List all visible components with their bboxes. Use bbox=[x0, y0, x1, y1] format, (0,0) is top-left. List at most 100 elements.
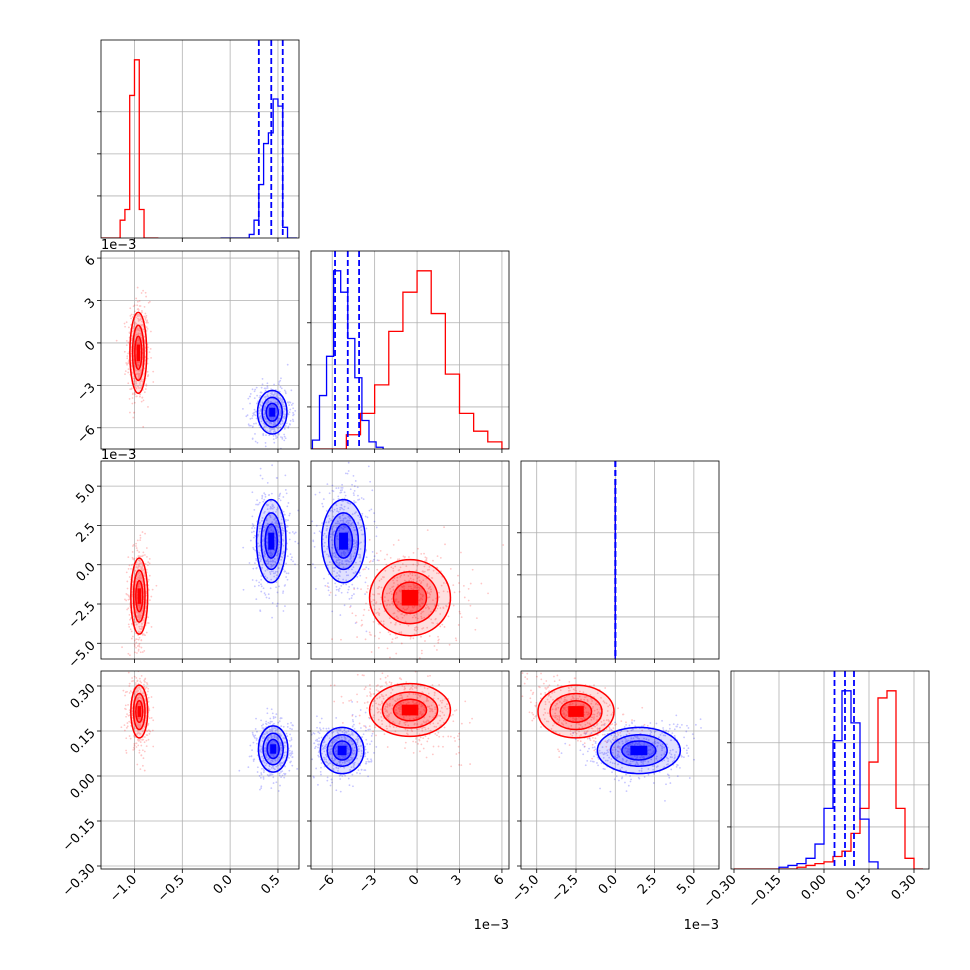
scatter-point bbox=[420, 617, 423, 620]
scatter-point bbox=[136, 738, 139, 741]
scatter-point bbox=[460, 616, 463, 619]
scatter-point bbox=[265, 753, 267, 755]
scatter-point bbox=[346, 472, 349, 475]
scatter-point bbox=[268, 768, 271, 771]
scatter-point bbox=[281, 527, 284, 530]
scatter-point bbox=[265, 741, 268, 744]
scatter-point bbox=[127, 362, 130, 365]
scatter-point bbox=[144, 532, 146, 535]
scatter-point bbox=[380, 719, 383, 722]
scatter-point bbox=[318, 491, 321, 494]
scatter-point bbox=[292, 414, 294, 417]
scatter-point bbox=[264, 418, 267, 420]
scatter-point bbox=[136, 724, 139, 727]
scatter-point bbox=[145, 709, 148, 711]
x-tick-label: −0.5 bbox=[155, 872, 188, 905]
scatter-point bbox=[279, 748, 282, 751]
scatter-point bbox=[139, 690, 142, 692]
scatter-point bbox=[429, 710, 431, 713]
scatter-point bbox=[138, 696, 141, 699]
scatter-point bbox=[438, 591, 440, 594]
scatter-point bbox=[127, 598, 130, 601]
scatter-point bbox=[328, 561, 331, 563]
scatter-point bbox=[258, 774, 261, 777]
scatter-point bbox=[289, 761, 292, 763]
scatter-point bbox=[291, 752, 294, 755]
scatter-point bbox=[141, 309, 143, 312]
scatter-point bbox=[356, 701, 359, 703]
scatter-point bbox=[269, 587, 272, 590]
scatter-point bbox=[120, 726, 123, 729]
scatter-point bbox=[268, 774, 271, 777]
scatter-point bbox=[252, 536, 255, 539]
scatter-point bbox=[391, 641, 393, 644]
scatter-point bbox=[331, 741, 333, 744]
scatter-point bbox=[263, 554, 265, 557]
scatter-point bbox=[394, 699, 396, 702]
scatter-point bbox=[327, 763, 330, 765]
scatter-point bbox=[138, 342, 141, 344]
scatter-point bbox=[142, 738, 145, 741]
scatter-point bbox=[396, 712, 399, 715]
scatter-point bbox=[271, 507, 274, 510]
scatter-point bbox=[129, 628, 132, 631]
scatter-point bbox=[142, 554, 145, 557]
scatter-point bbox=[137, 739, 140, 742]
scatter-point bbox=[152, 745, 155, 748]
scatter-point bbox=[249, 402, 251, 405]
scatter-point bbox=[276, 554, 279, 557]
scatter-point bbox=[374, 700, 376, 702]
scatter-point bbox=[358, 714, 361, 717]
scatter-point bbox=[147, 722, 150, 725]
scatter-point bbox=[280, 387, 283, 390]
scatter-point bbox=[259, 560, 262, 562]
scatter-point bbox=[261, 737, 264, 740]
scatter-point bbox=[353, 540, 355, 543]
scatter-point bbox=[138, 361, 140, 364]
scatter-point bbox=[434, 712, 437, 715]
scatter-point bbox=[339, 570, 341, 573]
scatter-point bbox=[426, 590, 429, 593]
scatter-point bbox=[259, 749, 261, 752]
scatter-point bbox=[439, 625, 442, 628]
scatter-point bbox=[325, 521, 327, 524]
scatter-point bbox=[341, 744, 344, 747]
scatter-point bbox=[261, 566, 264, 569]
scatter-point bbox=[125, 599, 128, 602]
scatter-point bbox=[346, 760, 349, 762]
scatter-point bbox=[254, 549, 257, 552]
scatter-point bbox=[267, 562, 270, 565]
scatter-point bbox=[338, 574, 341, 577]
scatter-point bbox=[321, 745, 324, 747]
scatter-point bbox=[266, 568, 269, 571]
scatter-point bbox=[261, 535, 264, 537]
scatter-point bbox=[278, 381, 281, 383]
scatter-point bbox=[340, 506, 343, 509]
scatter-point bbox=[342, 578, 345, 581]
scatter-point bbox=[291, 531, 294, 533]
scatter-point bbox=[432, 622, 435, 625]
scatter-point bbox=[138, 703, 141, 706]
scatter-point bbox=[339, 489, 342, 492]
scatter-point bbox=[379, 708, 382, 711]
scatter-point bbox=[432, 697, 435, 700]
scatter-point bbox=[352, 539, 355, 541]
scatter-point bbox=[340, 486, 343, 489]
scatter-point bbox=[132, 305, 135, 308]
scatter-point bbox=[395, 709, 397, 711]
scatter-point bbox=[140, 318, 142, 321]
scatter-point bbox=[415, 687, 418, 689]
scatter-point bbox=[270, 736, 273, 739]
scatter-point bbox=[360, 529, 363, 532]
scatter-point bbox=[279, 492, 282, 495]
scatter-point bbox=[265, 720, 268, 723]
scatter-point bbox=[152, 719, 155, 722]
scatter-point bbox=[325, 753, 327, 756]
scatter-point bbox=[426, 687, 429, 690]
scatter-point bbox=[292, 560, 294, 563]
scatter-point bbox=[283, 389, 286, 392]
scatter-point bbox=[269, 400, 272, 403]
scatter-point bbox=[383, 596, 386, 599]
scatter-point bbox=[261, 517, 264, 519]
scatter-point bbox=[289, 739, 291, 742]
